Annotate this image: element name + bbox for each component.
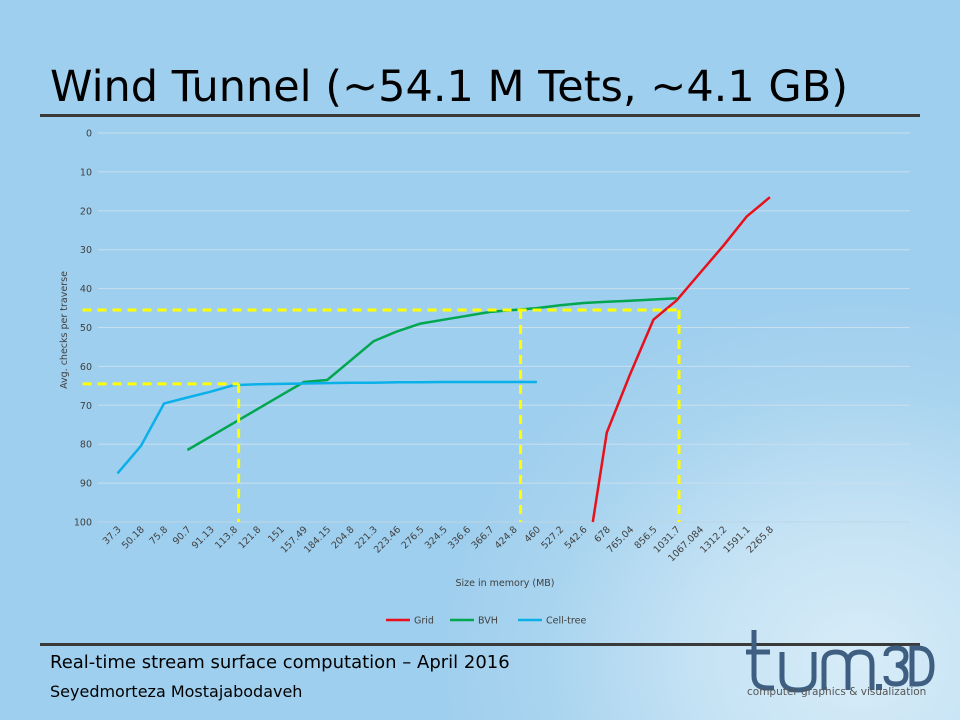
x-tick-label: 542.6 — [563, 524, 590, 551]
x-tick-label: 91.13 — [190, 524, 217, 551]
series-line-grid — [591, 196, 771, 523]
y-tick-label: 30 — [80, 245, 92, 256]
y-tick-label: 100 — [74, 518, 92, 529]
x-tick-label: 113.8 — [213, 524, 240, 551]
logo-tagline: computer graphics & visualization — [747, 686, 927, 698]
tum3d-logo — [746, 630, 935, 693]
y-tick-label: 40 — [80, 284, 92, 295]
y-tick-label: 70 — [80, 401, 92, 412]
x-tick-label: 366.7 — [469, 524, 496, 551]
x-tick-label: 324.5 — [423, 524, 450, 551]
y-tick-label: 80 — [80, 440, 92, 451]
x-tick-label: 121.8 — [236, 524, 263, 551]
legend: Grid BVH Cell-tree — [386, 616, 586, 627]
legend-label: Grid — [414, 616, 434, 627]
footer-author: Seyedmorteza Mostajabodaveh — [50, 682, 303, 701]
series-lines — [116, 196, 771, 523]
footer-divider — [40, 643, 920, 646]
y-tick-label: 90 — [80, 479, 92, 490]
y-tick-label: 10 — [80, 167, 92, 178]
x-tick-label: 75.8 — [147, 524, 170, 547]
x-tick-label: 204.8 — [330, 524, 357, 551]
x-tick-label: 336.6 — [446, 524, 473, 551]
y-axis-ticks: 0 10 20 30 40 50 60 70 80 90 100 — [74, 129, 92, 529]
y-tick-label: 20 — [80, 206, 92, 217]
series-line-cell-tree — [116, 380, 537, 475]
gridlines — [98, 132, 910, 523]
x-tick-label: 50.18 — [120, 524, 147, 551]
y-axis-label: Avg. checks per traverse — [59, 271, 70, 389]
reference-lines — [82, 308, 681, 522]
legend-label: Cell-tree — [546, 616, 586, 627]
y-tick-label: 0 — [86, 129, 92, 140]
title-divider — [40, 114, 920, 117]
y-tick-label: 50 — [80, 323, 92, 334]
x-axis-label: Size in memory (MB) — [455, 578, 554, 589]
x-tick-label: 424.8 — [493, 524, 520, 551]
series-line-bvh — [186, 297, 677, 452]
y-tick-label: 60 — [80, 362, 92, 373]
line-chart: 0 10 20 30 40 50 60 70 80 90 100 37.350.18 75.8 90.7… — [59, 129, 910, 627]
slide-title: Wind Tunnel (~54.1 M Tets, ~4.1 GB) — [50, 62, 848, 112]
legend-label: BVH — [478, 616, 498, 627]
footer-title: Real-time stream surface computation – A… — [50, 652, 510, 673]
x-tick-label: 527.2 — [539, 524, 566, 551]
x-tick-label: 276.5 — [400, 524, 427, 551]
